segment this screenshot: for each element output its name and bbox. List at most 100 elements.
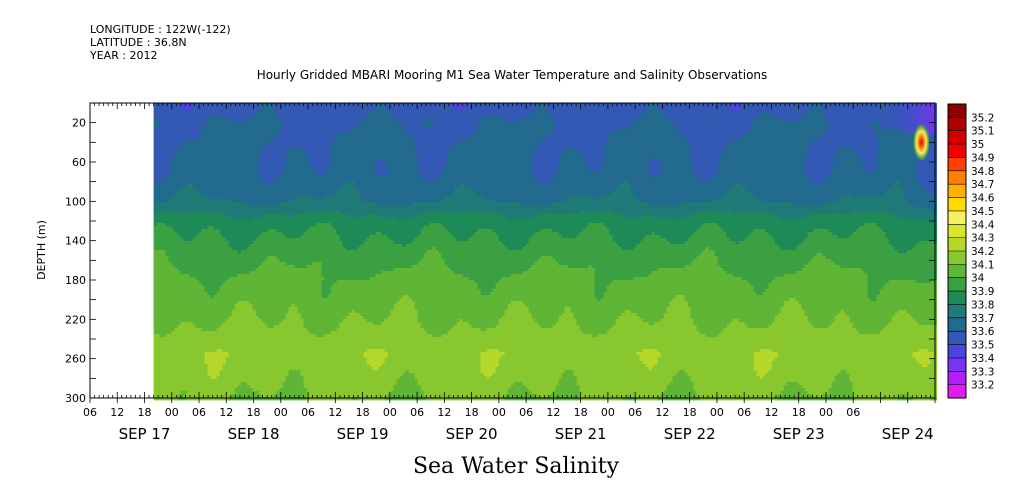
heatmap-cell: [220, 115, 223, 118]
heatmap-cell: [208, 154, 211, 157]
heatmap-cell: [484, 106, 487, 109]
heatmap-cell: [313, 118, 316, 121]
heatmap-cell: [658, 151, 661, 154]
heatmap-cell: [823, 154, 826, 157]
heatmap-cell: [553, 145, 556, 148]
heatmap-cell: [751, 109, 754, 112]
heatmap-cell: [607, 115, 610, 118]
heatmap-cell: [397, 121, 400, 124]
heatmap-cell: [559, 130, 562, 133]
heatmap-cell: [742, 157, 745, 160]
heatmap-cell: [253, 103, 256, 106]
heatmap-cell: [724, 136, 727, 139]
heatmap-cell: [544, 133, 547, 136]
heatmap-cell: [625, 151, 628, 154]
heatmap-cell: [553, 139, 556, 142]
heatmap-cell: [397, 148, 400, 151]
heatmap-cell: [232, 139, 235, 142]
heatmap-cell: [505, 118, 508, 121]
heatmap-cell: [436, 139, 439, 142]
heatmap-cell: [535, 133, 538, 136]
heatmap-cell: [349, 139, 352, 142]
heatmap-cell: [556, 103, 559, 106]
heatmap-cell: [307, 139, 310, 142]
heatmap-cell: [559, 106, 562, 109]
heatmap-cell: [238, 139, 241, 142]
heatmap-cell: [382, 118, 385, 121]
heatmap-cell: [211, 139, 214, 142]
heatmap-cell: [745, 118, 748, 121]
heatmap-cell: [175, 157, 178, 160]
heatmap-cell: [265, 124, 268, 127]
heatmap-cell: [754, 115, 757, 118]
heatmap-cell: [595, 157, 598, 160]
heatmap-cell: [595, 109, 598, 112]
heatmap-cell: [346, 151, 349, 154]
heatmap-cell: [649, 124, 652, 127]
heatmap-cell: [688, 127, 691, 130]
heatmap-cell: [829, 154, 832, 157]
heatmap-cell: [421, 139, 424, 142]
heatmap-cell: [880, 145, 883, 148]
heatmap-cell: [301, 130, 304, 133]
heatmap-cell: [553, 109, 556, 112]
heatmap-cell: [523, 121, 526, 124]
heatmap-cell: [160, 154, 163, 157]
heatmap-cell: [604, 142, 607, 145]
heatmap-cell: [523, 130, 526, 133]
heatmap-cell: [859, 115, 862, 118]
heatmap-cell: [586, 139, 589, 142]
heatmap-cell: [904, 157, 907, 160]
heatmap-cell: [670, 118, 673, 121]
heatmap-cell: [343, 139, 346, 142]
heatmap-cell: [217, 127, 220, 130]
heatmap-cell: [556, 139, 559, 142]
heatmap-cell: [499, 124, 502, 127]
heatmap-cell: [829, 109, 832, 112]
heatmap-cell: [598, 112, 601, 115]
heatmap-cell: [577, 151, 580, 154]
heatmap-cell: [445, 148, 448, 151]
heatmap-cell: [289, 130, 292, 133]
heatmap-cell: [487, 139, 490, 142]
heatmap-cell: [889, 151, 892, 154]
heatmap-cell: [262, 124, 265, 127]
heatmap-cell: [259, 145, 262, 148]
heatmap-cell: [592, 124, 595, 127]
heatmap-cell: [838, 127, 841, 130]
heatmap-cell: [247, 157, 250, 160]
heatmap-cell: [799, 127, 802, 130]
heatmap-cell: [745, 148, 748, 151]
heatmap-cell: [397, 127, 400, 130]
heatmap-cell: [256, 124, 259, 127]
heatmap-cell: [571, 148, 574, 151]
heatmap-cell: [289, 103, 292, 106]
heatmap-cell: [643, 121, 646, 124]
heatmap-cell: [217, 160, 220, 163]
heatmap-cell: [856, 142, 859, 145]
heatmap-cell: [538, 130, 541, 133]
heatmap-cell: [400, 151, 403, 154]
heatmap-cell: [646, 127, 649, 130]
heatmap-cell: [478, 148, 481, 151]
heatmap-cell: [511, 106, 514, 109]
heatmap-cell: [442, 151, 445, 154]
heatmap-cell: [670, 154, 673, 157]
heatmap-cell: [718, 124, 721, 127]
heatmap-cell: [427, 136, 430, 139]
heatmap-cell: [739, 103, 742, 106]
heatmap-cell: [541, 157, 544, 160]
heatmap-cell: [340, 118, 343, 121]
heatmap-cell: [904, 154, 907, 157]
heatmap-cell: [424, 106, 427, 109]
heatmap-cell: [235, 148, 238, 151]
heatmap-cell: [466, 118, 469, 121]
heatmap-cell: [790, 124, 793, 127]
heatmap-cell: [568, 133, 571, 136]
heatmap-cell: [298, 130, 301, 133]
heatmap-cell: [355, 115, 358, 118]
heatmap-cell: [610, 133, 613, 136]
heatmap-cell: [259, 127, 262, 130]
heatmap-cell: [187, 142, 190, 145]
heatmap-cell: [670, 133, 673, 136]
